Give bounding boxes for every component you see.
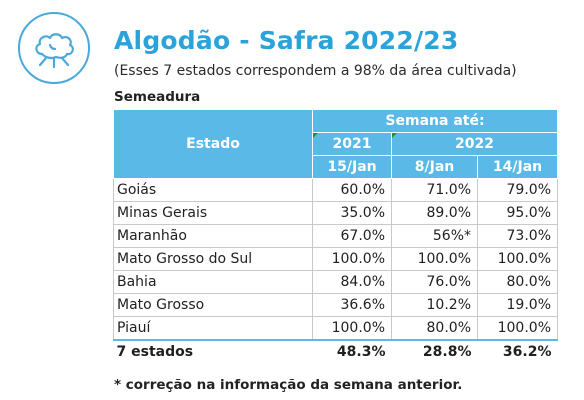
table-row: Maranhão 67.0% 56%* 73.0% [113,224,558,248]
table-row: Piauí 100.0% 80.0% 100.0% [113,316,558,341]
value-cell: 100.0% [391,247,478,271]
sowing-table: Estado Semana até: 2021 2022 15/Jan 8/Ja… [113,109,558,363]
col-estado-header: Estado [113,109,313,179]
page-subtitle: (Esses 7 estados correspondem a 98% da á… [114,63,517,79]
state-cell: Piauí [113,316,313,341]
value-cell: 60.0% [312,178,392,202]
value-cell: 95.0% [477,201,558,225]
table-row: Mato Grosso 36.6% 10.2% 19.0% [113,293,558,317]
state-cell: Minas Gerais [113,201,313,225]
value-cell: 56%* [391,224,478,248]
total-value: 36.2% [477,339,558,363]
value-cell: 100.0% [312,247,392,271]
value-cell: 80.0% [477,270,558,294]
section-label: Semeadura [114,89,201,105]
total-label: 7 estados [113,339,313,363]
state-cell: Goiás [113,178,313,202]
footnote: * correção na informação da semana anter… [114,377,463,393]
value-cell: 79.0% [477,178,558,202]
year-2021-header: 2021 [312,132,392,156]
value-cell: 100.0% [312,316,392,341]
value-cell: 19.0% [477,293,558,317]
table-row: Mato Grosso do Sul 100.0% 100.0% 100.0% [113,247,558,271]
table-row: Goiás 60.0% 71.0% 79.0% [113,178,558,202]
state-cell: Mato Grosso do Sul [113,247,313,271]
state-cell: Maranhão [113,224,313,248]
value-cell: 71.0% [391,178,478,202]
date-header: 14/Jan [477,155,558,179]
year-2022-header: 2022 [391,132,558,156]
table-row: Minas Gerais 35.0% 89.0% 95.0% [113,201,558,225]
value-cell: 10.2% [391,293,478,317]
value-cell: 80.0% [391,316,478,341]
total-row: 7 estados 48.3% 28.8% 36.2% [113,339,558,363]
value-cell: 73.0% [477,224,558,248]
col-group-header: Semana até: [312,109,558,133]
total-value: 48.3% [312,339,392,363]
value-cell: 67.0% [312,224,392,248]
date-header: 15/Jan [312,155,392,179]
value-cell: 100.0% [477,247,558,271]
value-cell: 36.6% [312,293,392,317]
value-cell: 35.0% [312,201,392,225]
total-value: 28.8% [391,339,478,363]
state-cell: Mato Grosso [113,293,313,317]
date-header: 8/Jan [391,155,478,179]
table-row: Bahia 84.0% 76.0% 80.0% [113,270,558,294]
value-cell: 89.0% [391,201,478,225]
page-title: Algodão - Safra 2022/23 [114,26,459,55]
cotton-boll-icon [18,12,90,84]
state-cell: Bahia [113,270,313,294]
value-cell: 100.0% [477,316,558,341]
value-cell: 76.0% [391,270,478,294]
value-cell: 84.0% [312,270,392,294]
